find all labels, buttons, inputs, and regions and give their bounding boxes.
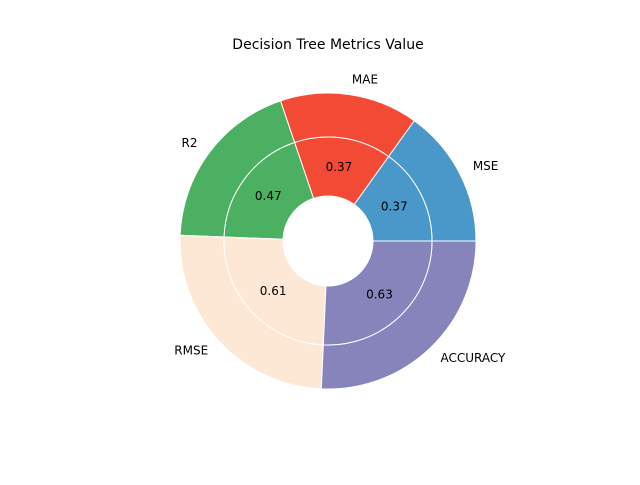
value-label-r2: 0.47: [255, 189, 282, 203]
inner-slice-r2: [223, 141, 315, 240]
category-label-mae: MAE: [352, 72, 378, 86]
value-label-mae: 0.37: [326, 160, 353, 174]
value-label-accuracy: 0.63: [366, 287, 393, 301]
value-label-rmse: 0.61: [260, 284, 287, 298]
value-labels: 0.37 0.37 0.47 0.61 0.63: [255, 160, 408, 302]
category-label-mse: MSE: [473, 159, 499, 173]
donut-slices: [179, 92, 477, 390]
category-labels: MSE MAE R2 RMSE ACCURACY: [174, 72, 506, 365]
inner-slice-accuracy: [322, 240, 433, 346]
chart-title: Decision Tree Metrics Value: [232, 37, 423, 53]
category-label-rmse: RMSE: [174, 344, 208, 358]
category-label-accuracy: ACCURACY: [441, 351, 507, 365]
inner-slice-rmse: [223, 236, 327, 346]
value-label-mse: 0.37: [381, 199, 408, 213]
category-label-r2: R2: [182, 136, 198, 150]
